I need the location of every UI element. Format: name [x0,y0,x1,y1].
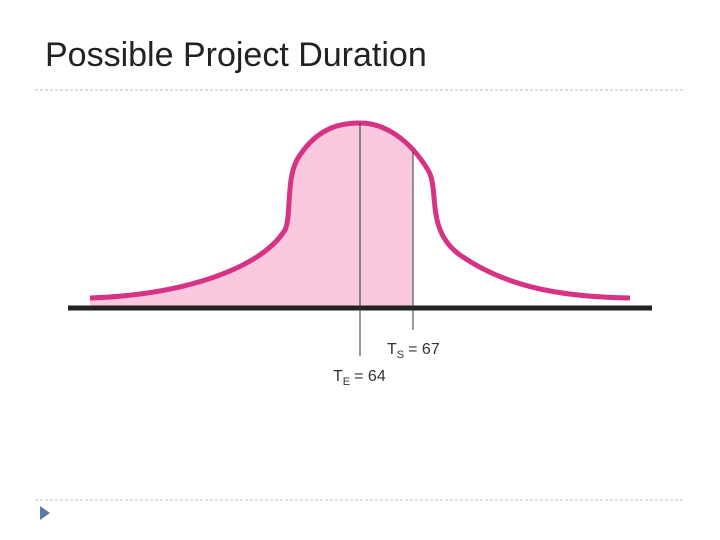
symbol: T [333,368,343,385]
ts-label: TS = 67 [387,341,440,361]
te-label: TE = 64 [333,368,386,388]
value-text: = 67 [408,341,440,358]
bullet [40,506,50,520]
shaded-area [90,123,413,308]
symbol: T [387,341,397,358]
subscript: S [397,349,404,361]
title: Possible Project Duration [45,36,427,74]
subscript: E [343,376,350,388]
value-text: = 64 [354,368,386,385]
